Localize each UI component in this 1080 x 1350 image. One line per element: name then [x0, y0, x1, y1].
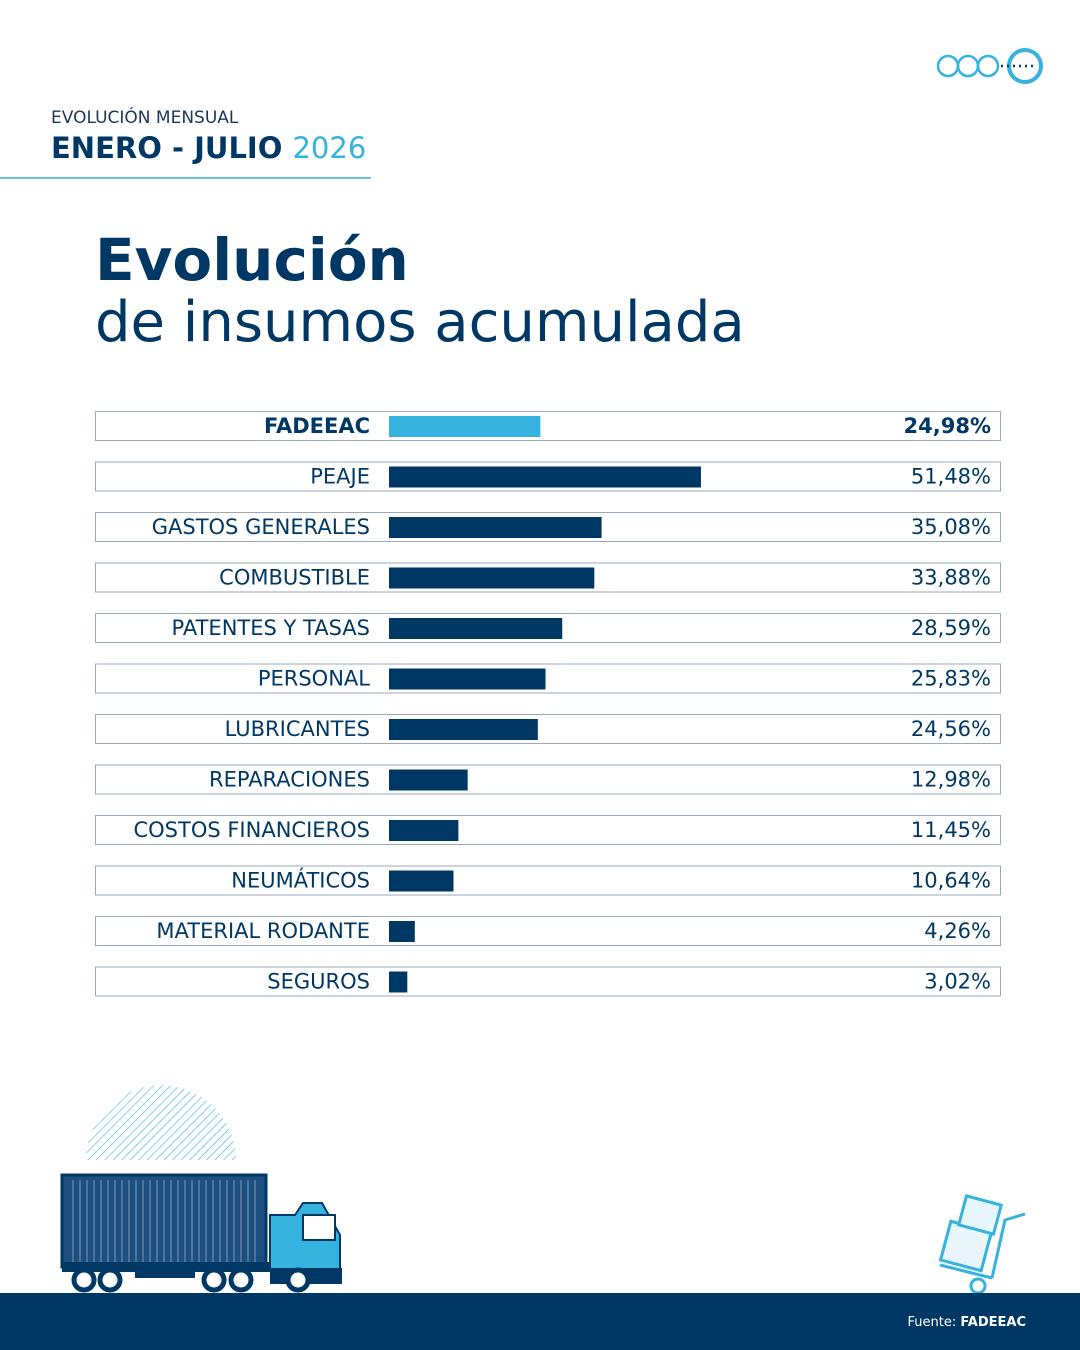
row-box	[95, 815, 1001, 845]
footer-source: Fuente: FADEEAC	[908, 1315, 1026, 1330]
category-label: FADEEAC	[264, 414, 370, 438]
logo	[936, 48, 1043, 84]
bar	[389, 870, 454, 892]
bar	[389, 416, 541, 437]
chart-subtitle: de insumos acumulada	[95, 290, 745, 355]
bar	[389, 921, 415, 942]
value-label: 28,59%	[911, 616, 991, 640]
bar	[389, 719, 538, 740]
category-label: PEAJE	[310, 465, 370, 489]
row-box	[95, 512, 1001, 542]
value-label: 10,64%	[911, 869, 991, 893]
row-box	[95, 663, 1001, 694]
category-label: SEGUROS	[267, 970, 370, 994]
chart-title: Evolución	[95, 226, 409, 294]
source-label: Fuente:	[908, 1315, 957, 1330]
year: 2026	[292, 131, 366, 165]
category-label: NEUMÁTICOS	[231, 868, 370, 893]
value-label: 11,45%	[911, 818, 991, 842]
category-label: PERSONAL	[258, 667, 370, 691]
row-box	[95, 764, 1001, 795]
row-box	[95, 966, 1001, 997]
bar	[389, 769, 468, 791]
truck-illustration	[60, 1085, 342, 1293]
bar	[389, 618, 563, 639]
bar	[389, 517, 602, 538]
row-box	[95, 411, 1001, 441]
dolly-illustration	[938, 1194, 1026, 1295]
row-box	[95, 714, 1001, 744]
value-label: 24,56%	[911, 717, 991, 741]
value-label: 33,88%	[911, 566, 991, 590]
bar	[389, 971, 408, 993]
row-box	[95, 562, 1001, 593]
row-box	[95, 461, 1001, 492]
row-box	[95, 613, 1001, 643]
bar	[389, 466, 701, 488]
category-label: COMBUSTIBLE	[219, 566, 370, 590]
bar	[389, 820, 459, 841]
value-label: 35,08%	[911, 515, 991, 539]
category-label: REPARACIONES	[209, 768, 370, 792]
bar	[389, 567, 595, 589]
source: FADEEAC	[960, 1315, 1026, 1330]
category-label: LUBRICANTES	[225, 717, 370, 741]
row-box	[95, 865, 1001, 896]
category-label: GASTOS GENERALES	[152, 515, 370, 539]
value-label: 51,48%	[911, 465, 991, 489]
header-kicker: EVOLUCIÓN MENSUAL	[51, 106, 239, 128]
header-period: ENERO - JULIO 2026	[51, 131, 366, 165]
footer-band	[0, 1293, 1080, 1350]
value-label: 4,26%	[924, 919, 991, 943]
value-label: 25,83%	[911, 667, 991, 691]
category-label: COSTOS FINANCIEROS	[133, 818, 370, 842]
value-label: 3,02%	[924, 970, 991, 994]
bar	[389, 668, 546, 690]
category-label: PATENTES Y TASAS	[172, 616, 370, 640]
row-box	[95, 916, 1001, 946]
value-label: 12,98%	[911, 768, 991, 792]
value-label: 24,98%	[904, 414, 991, 438]
category-label: MATERIAL RODANTE	[156, 919, 370, 943]
period: ENERO - JULIO	[51, 131, 282, 165]
